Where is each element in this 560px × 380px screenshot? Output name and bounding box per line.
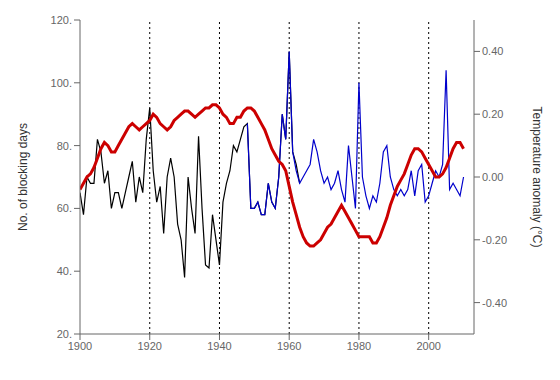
svg-text:2000: 2000 [416,340,440,352]
svg-text:20.: 20. [57,328,72,340]
svg-text:80.: 80. [57,140,72,152]
svg-text:1940: 1940 [207,340,231,352]
svg-text:1920: 1920 [137,340,161,352]
svg-text:1960: 1960 [277,340,301,352]
svg-text:-0.40: -0.40 [482,297,507,309]
svg-text:0.40: 0.40 [482,45,503,57]
svg-text:0.00: 0.00 [482,171,503,183]
svg-text:100.: 100. [51,77,72,89]
svg-text:0.20: 0.20 [482,108,503,120]
svg-text:Temperature anomaly (°C): Temperature anomaly (°C) [530,107,544,248]
svg-text:40.: 40. [57,265,72,277]
svg-text:1900: 1900 [68,340,92,352]
svg-text:No. of blocking days: No. of blocking days [16,123,30,231]
svg-text:-0.20: -0.20 [482,234,507,246]
svg-text:120.: 120. [51,14,72,26]
svg-text:1980: 1980 [347,340,371,352]
svg-text:60.: 60. [57,202,72,214]
